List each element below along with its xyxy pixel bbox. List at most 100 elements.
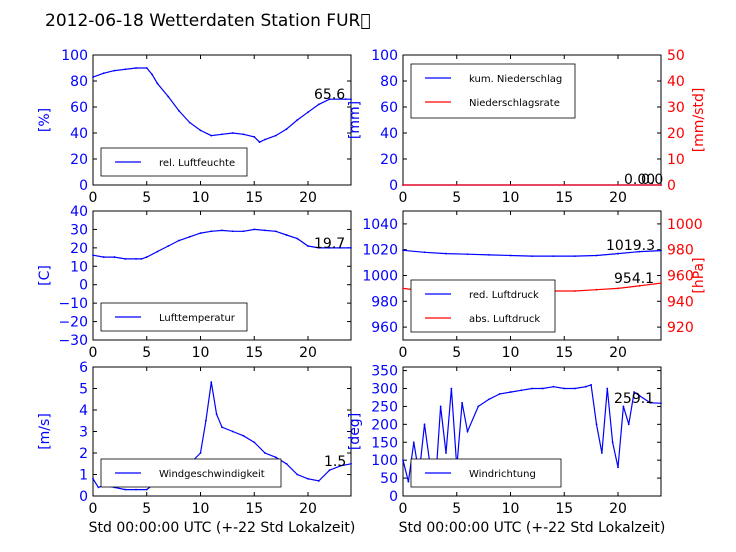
x-tick-label: 5	[142, 190, 151, 206]
data-point	[242, 230, 245, 233]
legend-label: abs. Luftdruck	[469, 314, 540, 325]
data-point	[574, 387, 576, 390]
data-point	[660, 184, 662, 186]
x-tick-label: 10	[192, 345, 210, 361]
data-point	[145, 256, 148, 258]
data-point	[199, 452, 202, 454]
y-tick-label: 1020	[362, 243, 398, 259]
y-tick-label: −30	[58, 333, 88, 349]
y-tick-label: 40	[70, 126, 88, 142]
data-point	[167, 95, 170, 98]
y-tick-label: 0	[389, 178, 398, 194]
data-point	[660, 282, 662, 285]
data-point	[92, 254, 94, 257]
data-point	[402, 287, 404, 290]
data-point	[563, 387, 566, 390]
data-point	[617, 252, 619, 255]
data-point	[102, 256, 105, 258]
data-point	[151, 73, 154, 76]
data-point	[145, 67, 148, 69]
y2-tick-label: 30	[667, 100, 685, 116]
data-point	[445, 252, 447, 255]
data-point	[307, 245, 309, 247]
data-point	[344, 98, 347, 101]
y-tick-label: 60	[380, 100, 398, 116]
y-tick-label: 0	[79, 278, 88, 294]
x-tick-label: 10	[502, 501, 520, 517]
data-point	[296, 237, 299, 240]
data-point	[307, 111, 309, 114]
y-tick-label: 0	[389, 489, 398, 505]
y-tick-label: 250	[371, 399, 398, 415]
x-tick-label: 0	[89, 501, 98, 517]
series-line	[92, 67, 351, 143]
data-point	[178, 239, 180, 242]
y2-tick-label: 1000	[667, 217, 703, 233]
data-point	[167, 245, 170, 247]
y-tick-label: 960	[371, 320, 398, 336]
last-value-annotation: 1019.3	[606, 238, 655, 254]
y-tick-label: 0	[79, 489, 88, 505]
data-point	[477, 405, 480, 408]
data-point	[253, 228, 256, 231]
y-tick-label: 100	[371, 453, 398, 469]
x-tick-label: 0	[89, 190, 98, 206]
x-tick-label: 20	[299, 501, 317, 517]
figure-title: 2012-06-18 Wetterdaten Station FUR 	[45, 11, 371, 31]
data-point	[350, 246, 352, 249]
y2-tick-label: 10	[667, 152, 685, 168]
x-tick-label: 15	[555, 190, 573, 206]
data-point	[285, 128, 288, 131]
data-point	[231, 430, 234, 433]
data-point	[595, 254, 598, 257]
data-point	[350, 98, 352, 101]
data-point	[135, 488, 137, 491]
x-tick-label: 10	[192, 501, 210, 517]
data-point	[412, 441, 415, 444]
data-point	[307, 477, 309, 480]
data-point	[135, 258, 137, 260]
data-point	[590, 384, 593, 386]
data-point	[600, 452, 603, 454]
y-tick-label: 20	[380, 152, 398, 168]
data-point	[210, 230, 213, 233]
x-tick-label: 10	[192, 190, 210, 206]
x-tick-label: 15	[555, 501, 573, 517]
y-tick-label: 80	[70, 74, 88, 90]
data-point	[242, 434, 245, 437]
x-tick-label: 10	[502, 190, 520, 206]
data-point	[285, 462, 288, 465]
data-point	[97, 486, 100, 489]
data-point	[402, 184, 404, 186]
y-axis-label: [m/s]	[37, 413, 53, 450]
y-tick-label: 150	[371, 435, 398, 451]
y-axis-label: [deg]	[347, 413, 363, 450]
data-point	[317, 103, 320, 106]
data-point	[423, 423, 426, 426]
data-point	[649, 401, 652, 404]
y-tick-label: 50	[380, 471, 398, 487]
data-point	[611, 441, 614, 444]
y2-tick-label: 960	[667, 269, 694, 285]
x-tick-label: 10	[502, 345, 520, 361]
data-point	[274, 134, 277, 137]
data-point	[633, 391, 636, 393]
data-point	[407, 480, 410, 483]
data-point	[638, 250, 641, 253]
y-tick-label: 100	[61, 48, 88, 64]
data-point	[488, 253, 490, 256]
y2-tick-label: 50	[667, 48, 685, 64]
legend-label: rel. Luftfeuchte	[159, 158, 235, 169]
data-point	[285, 234, 288, 236]
x-tick-label: 20	[299, 190, 317, 206]
data-point	[296, 119, 299, 121]
y-tick-label: 40	[70, 204, 88, 220]
y2-tick-label: 980	[667, 243, 694, 259]
data-point	[317, 246, 320, 249]
y2-tick-label: 20	[667, 126, 685, 142]
y-tick-label: 30	[70, 222, 88, 238]
x-axis-label: Std 00:00:00 UTC (+-22 Std Lokalzeit)	[89, 520, 356, 536]
data-point	[423, 251, 426, 254]
data-point	[253, 441, 256, 444]
x-tick-label: 0	[399, 345, 408, 361]
